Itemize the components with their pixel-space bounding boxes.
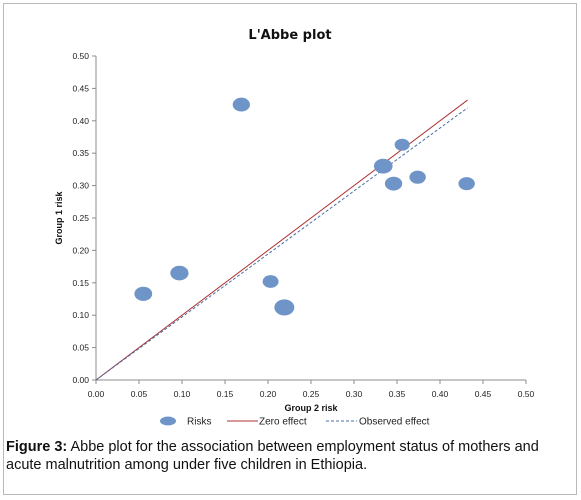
figure-frame	[3, 3, 577, 495]
y-tick-label: 0.15	[72, 278, 89, 288]
x-tick-label: 0.30	[346, 389, 363, 399]
risk-bubble	[134, 286, 153, 301]
y-tick-label: 0.45	[72, 83, 89, 93]
risk-bubble	[394, 138, 410, 151]
risk-bubble	[274, 299, 295, 316]
risk-bubble	[170, 265, 189, 281]
y-tick-label: 0.35	[72, 148, 89, 158]
risk-bubble	[373, 158, 393, 174]
y-tick-label: 0.30	[72, 181, 89, 191]
chart-legend: Risks Zero effect Observed effect	[160, 416, 430, 428]
y-tick-label: 0.05	[72, 343, 89, 353]
x-tick-label: 0.50	[518, 389, 535, 399]
y-axis-label: Group 1 risk	[54, 190, 64, 244]
x-tick-label: 0.40	[432, 389, 449, 399]
risk-bubble	[458, 177, 475, 191]
labbe-chart: L'Abbe plot 0.00 0.05 0.10 0.15 0.20 0.25 0.30…	[54, 28, 535, 428]
legend-risks-swatch	[160, 416, 176, 426]
y-tick-label: 0.00	[72, 375, 89, 385]
risk-bubble	[232, 97, 250, 112]
zero-effect-line	[95, 99, 468, 381]
risk-bubble	[384, 176, 403, 191]
y-tick-label: 0.10	[72, 310, 89, 320]
y-tick-label: 0.50	[72, 51, 89, 61]
x-tick-label: 0.35	[389, 389, 406, 399]
y-tick-label: 0.40	[72, 116, 89, 126]
y-tick-label: 0.20	[72, 245, 89, 255]
x-tick-label: 0.10	[174, 389, 191, 399]
caption-label: Figure 3:	[6, 439, 68, 455]
risk-bubble	[262, 275, 279, 288]
x-tick-label: 0.15	[217, 389, 234, 399]
x-tick-label: 0.45	[475, 389, 492, 399]
risk-bubble	[409, 170, 426, 184]
x-tick-label: 0.05	[131, 389, 148, 399]
figure-caption: Figure 3: Abbe plot for the association …	[6, 438, 572, 474]
legend-observed-effect-label: Observed effect	[359, 417, 430, 428]
x-tick-label: 0.25	[303, 389, 320, 399]
chart-title: L'Abbe plot	[248, 28, 331, 43]
observed-effect-line	[95, 107, 468, 381]
x-tick-label: 0.20	[260, 389, 277, 399]
y-tick-label: 0.25	[72, 213, 89, 223]
x-axis-label: Group 2 risk	[284, 403, 338, 413]
legend-zero-effect-label: Zero effect	[259, 417, 307, 428]
legend-risks-label: Risks	[187, 417, 211, 428]
x-tick-label: 0.00	[88, 389, 105, 399]
caption-text: Abbe plot for the association between em…	[6, 439, 539, 473]
